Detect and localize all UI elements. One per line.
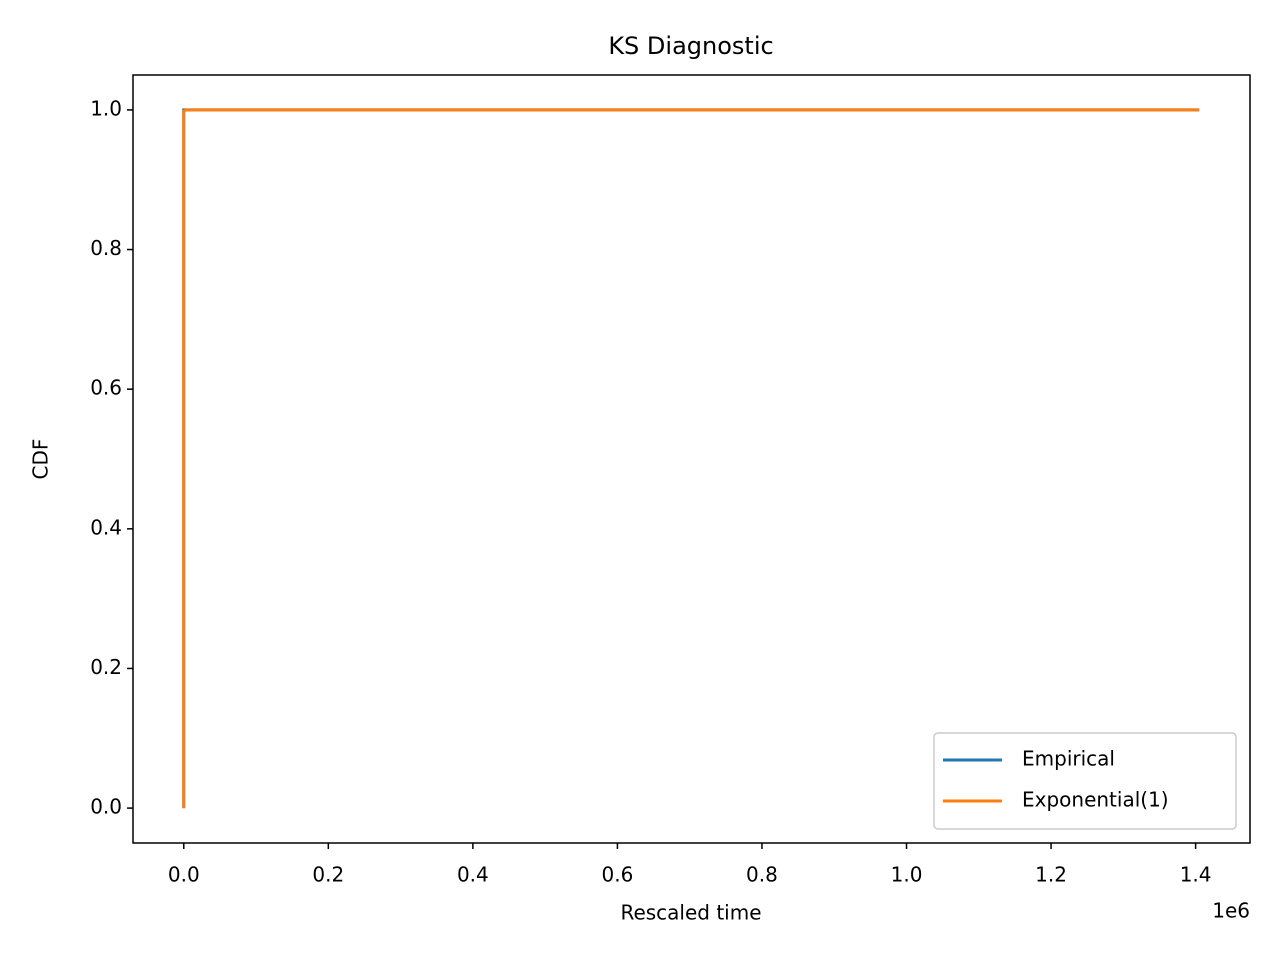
y-tick-label: 0.0 [90, 795, 122, 819]
legend-label: Empirical [1022, 747, 1115, 771]
x-tick-label: 0.4 [457, 863, 489, 887]
series-line [182, 108, 1200, 809]
x-tick-label: 0.0 [168, 863, 200, 887]
x-tick-label: 1.4 [1180, 863, 1212, 887]
x-tick-label: 0.8 [746, 863, 778, 887]
x-tick-label: 0.2 [312, 863, 344, 887]
x-axis-label: Rescaled time [620, 901, 761, 925]
y-tick-label: 0.8 [90, 236, 122, 260]
x-tick-label: 1.2 [1035, 863, 1067, 887]
y-tick-label: 0.2 [90, 655, 122, 679]
legend-label: Exponential(1) [1022, 788, 1169, 812]
plot-frame [132, 74, 1251, 844]
y-axis-label: CDF [29, 439, 53, 480]
series-line [182, 108, 1200, 809]
y-tick-label: 0.4 [90, 515, 122, 539]
y-tick-label: 0.6 [90, 376, 122, 400]
y-tick-label: 1.0 [90, 96, 122, 120]
chart-title: KS Diagnostic [608, 32, 773, 60]
x-offset-label: 1e6 [1212, 899, 1250, 923]
x-tick-label: 1.0 [891, 863, 923, 887]
legend-box [933, 732, 1237, 830]
x-tick-label: 0.6 [602, 863, 634, 887]
